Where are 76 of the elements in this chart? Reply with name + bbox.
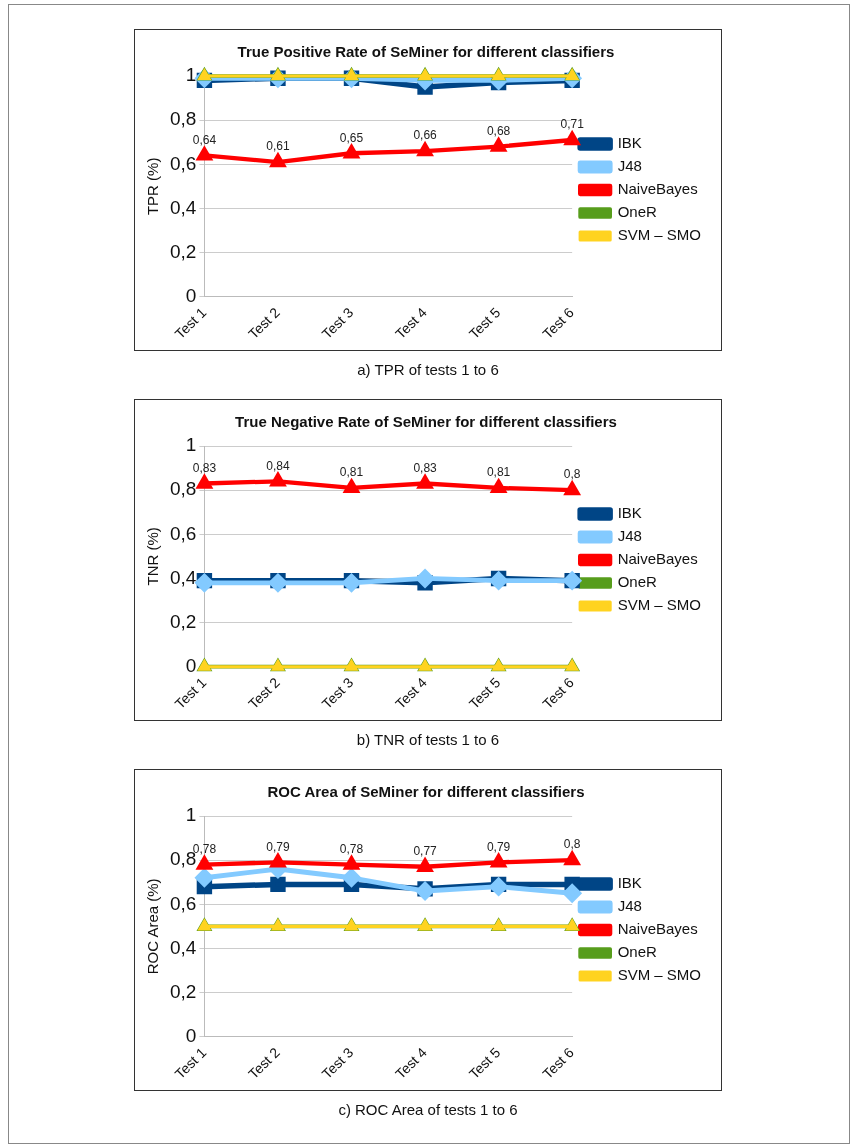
y-tick-label: 0,2 bbox=[169, 240, 197, 262]
x-tick-label: Test 2 bbox=[245, 674, 283, 712]
y-tick-label: 0,4 bbox=[169, 196, 197, 218]
x-tick-label: Test 3 bbox=[318, 304, 357, 342]
data-label: 0,78 bbox=[339, 841, 364, 856]
data-label: 0,83 bbox=[413, 460, 438, 475]
y-tick-label: 0,4 bbox=[169, 566, 197, 588]
legend-label: J48 bbox=[617, 897, 642, 915]
legend-label: IBK bbox=[617, 504, 642, 522]
y-tick-label: 0,2 bbox=[169, 610, 197, 632]
text: b) TNR of tests 1 to 6 bbox=[355, 731, 501, 748]
legend-label: NaiveBayes bbox=[617, 180, 698, 198]
x-tick-label: Test 6 bbox=[539, 304, 578, 342]
y-tick-label: 0,6 bbox=[169, 152, 197, 174]
y-tick-label: 0,8 bbox=[169, 108, 197, 130]
data-label: 0,68 bbox=[486, 123, 511, 138]
chart-title: True Negative Rate of SeMiner for different classifiers bbox=[235, 413, 617, 431]
data-label: 0,81 bbox=[486, 465, 511, 480]
data-label: 0,81 bbox=[339, 465, 364, 480]
legend-label: IBK bbox=[617, 874, 642, 892]
y-tick-label: 0,4 bbox=[169, 936, 197, 958]
x-tick-label: Test 6 bbox=[539, 674, 578, 712]
x-tick-label: Test 6 bbox=[539, 1044, 578, 1082]
y-tick-label: 0,8 bbox=[169, 478, 197, 500]
chart-title: ROC Area of SeMiner for different classifiers bbox=[267, 783, 585, 801]
legend-label: SVM – SMO bbox=[617, 226, 702, 244]
data-label: 0,8 bbox=[563, 467, 581, 482]
x-tick-label: Test 3 bbox=[318, 674, 357, 712]
legend-label: SVM – SMO bbox=[617, 966, 702, 984]
legend-label: J48 bbox=[617, 527, 642, 545]
data-label: 0,66 bbox=[413, 128, 438, 143]
y-axis-title: ROC Area (%) bbox=[144, 878, 162, 975]
x-tick-label: Test 4 bbox=[392, 674, 431, 712]
x-tick-label: Test 1 bbox=[171, 674, 210, 712]
legend-label: IBK bbox=[617, 134, 642, 152]
x-tick-label: Test 1 bbox=[171, 1044, 210, 1082]
y-tick-label: 1 bbox=[185, 434, 197, 456]
data-label: 0,77 bbox=[413, 844, 438, 859]
data-label: 0,79 bbox=[486, 839, 511, 854]
x-tick-label: Test 2 bbox=[245, 1044, 283, 1082]
x-tick-label: Test 3 bbox=[318, 1044, 357, 1082]
x-tick-label: Test 5 bbox=[465, 674, 504, 712]
data-label: 0,79 bbox=[266, 839, 290, 854]
y-tick-label: 0,6 bbox=[169, 522, 197, 544]
data-label: 0,8 bbox=[563, 837, 581, 852]
y-axis-title: TNR (%) bbox=[144, 527, 162, 586]
x-tick-label: Test 2 bbox=[245, 304, 283, 342]
chart-title: True Positive Rate of SeMiner for different classifiers bbox=[237, 43, 615, 61]
x-tick-label: Test 5 bbox=[465, 1044, 504, 1082]
y-tick-label: 0 bbox=[185, 654, 197, 676]
y-tick-label: 0,6 bbox=[169, 892, 197, 914]
x-tick-label: Test 5 bbox=[465, 304, 504, 342]
y-tick-label: 0 bbox=[185, 1024, 197, 1046]
legend-label: OneR bbox=[617, 203, 657, 221]
x-tick-label: Test 4 bbox=[392, 1044, 431, 1082]
data-label: 0,65 bbox=[339, 130, 364, 145]
data-label: 0,84 bbox=[266, 458, 290, 473]
y-tick-label: 0,2 bbox=[169, 980, 197, 1002]
x-tick-label: Test 1 bbox=[171, 304, 210, 342]
data-label: 0,71 bbox=[560, 117, 585, 132]
legend-label: OneR bbox=[617, 943, 657, 961]
legend-label: NaiveBayes bbox=[617, 920, 698, 938]
data-label: 0,83 bbox=[192, 460, 217, 475]
y-axis-title: TPR (%) bbox=[144, 157, 162, 216]
data-label: 0,61 bbox=[266, 139, 290, 154]
y-tick-label: 0 bbox=[185, 284, 197, 306]
y-tick-label: 1 bbox=[185, 804, 197, 826]
legend-label: J48 bbox=[617, 157, 642, 175]
data-label: 0,64 bbox=[192, 132, 217, 147]
x-tick-label: Test 4 bbox=[392, 304, 431, 342]
legend-label: OneR bbox=[617, 573, 657, 591]
legend-label: NaiveBayes bbox=[617, 550, 698, 568]
legend-label: SVM – SMO bbox=[617, 596, 702, 614]
text: a) TPR of tests 1 to 6 bbox=[356, 361, 500, 378]
text: c) ROC Area of tests 1 to 6 bbox=[337, 1101, 519, 1118]
y-tick-label: 1 bbox=[185, 64, 197, 86]
